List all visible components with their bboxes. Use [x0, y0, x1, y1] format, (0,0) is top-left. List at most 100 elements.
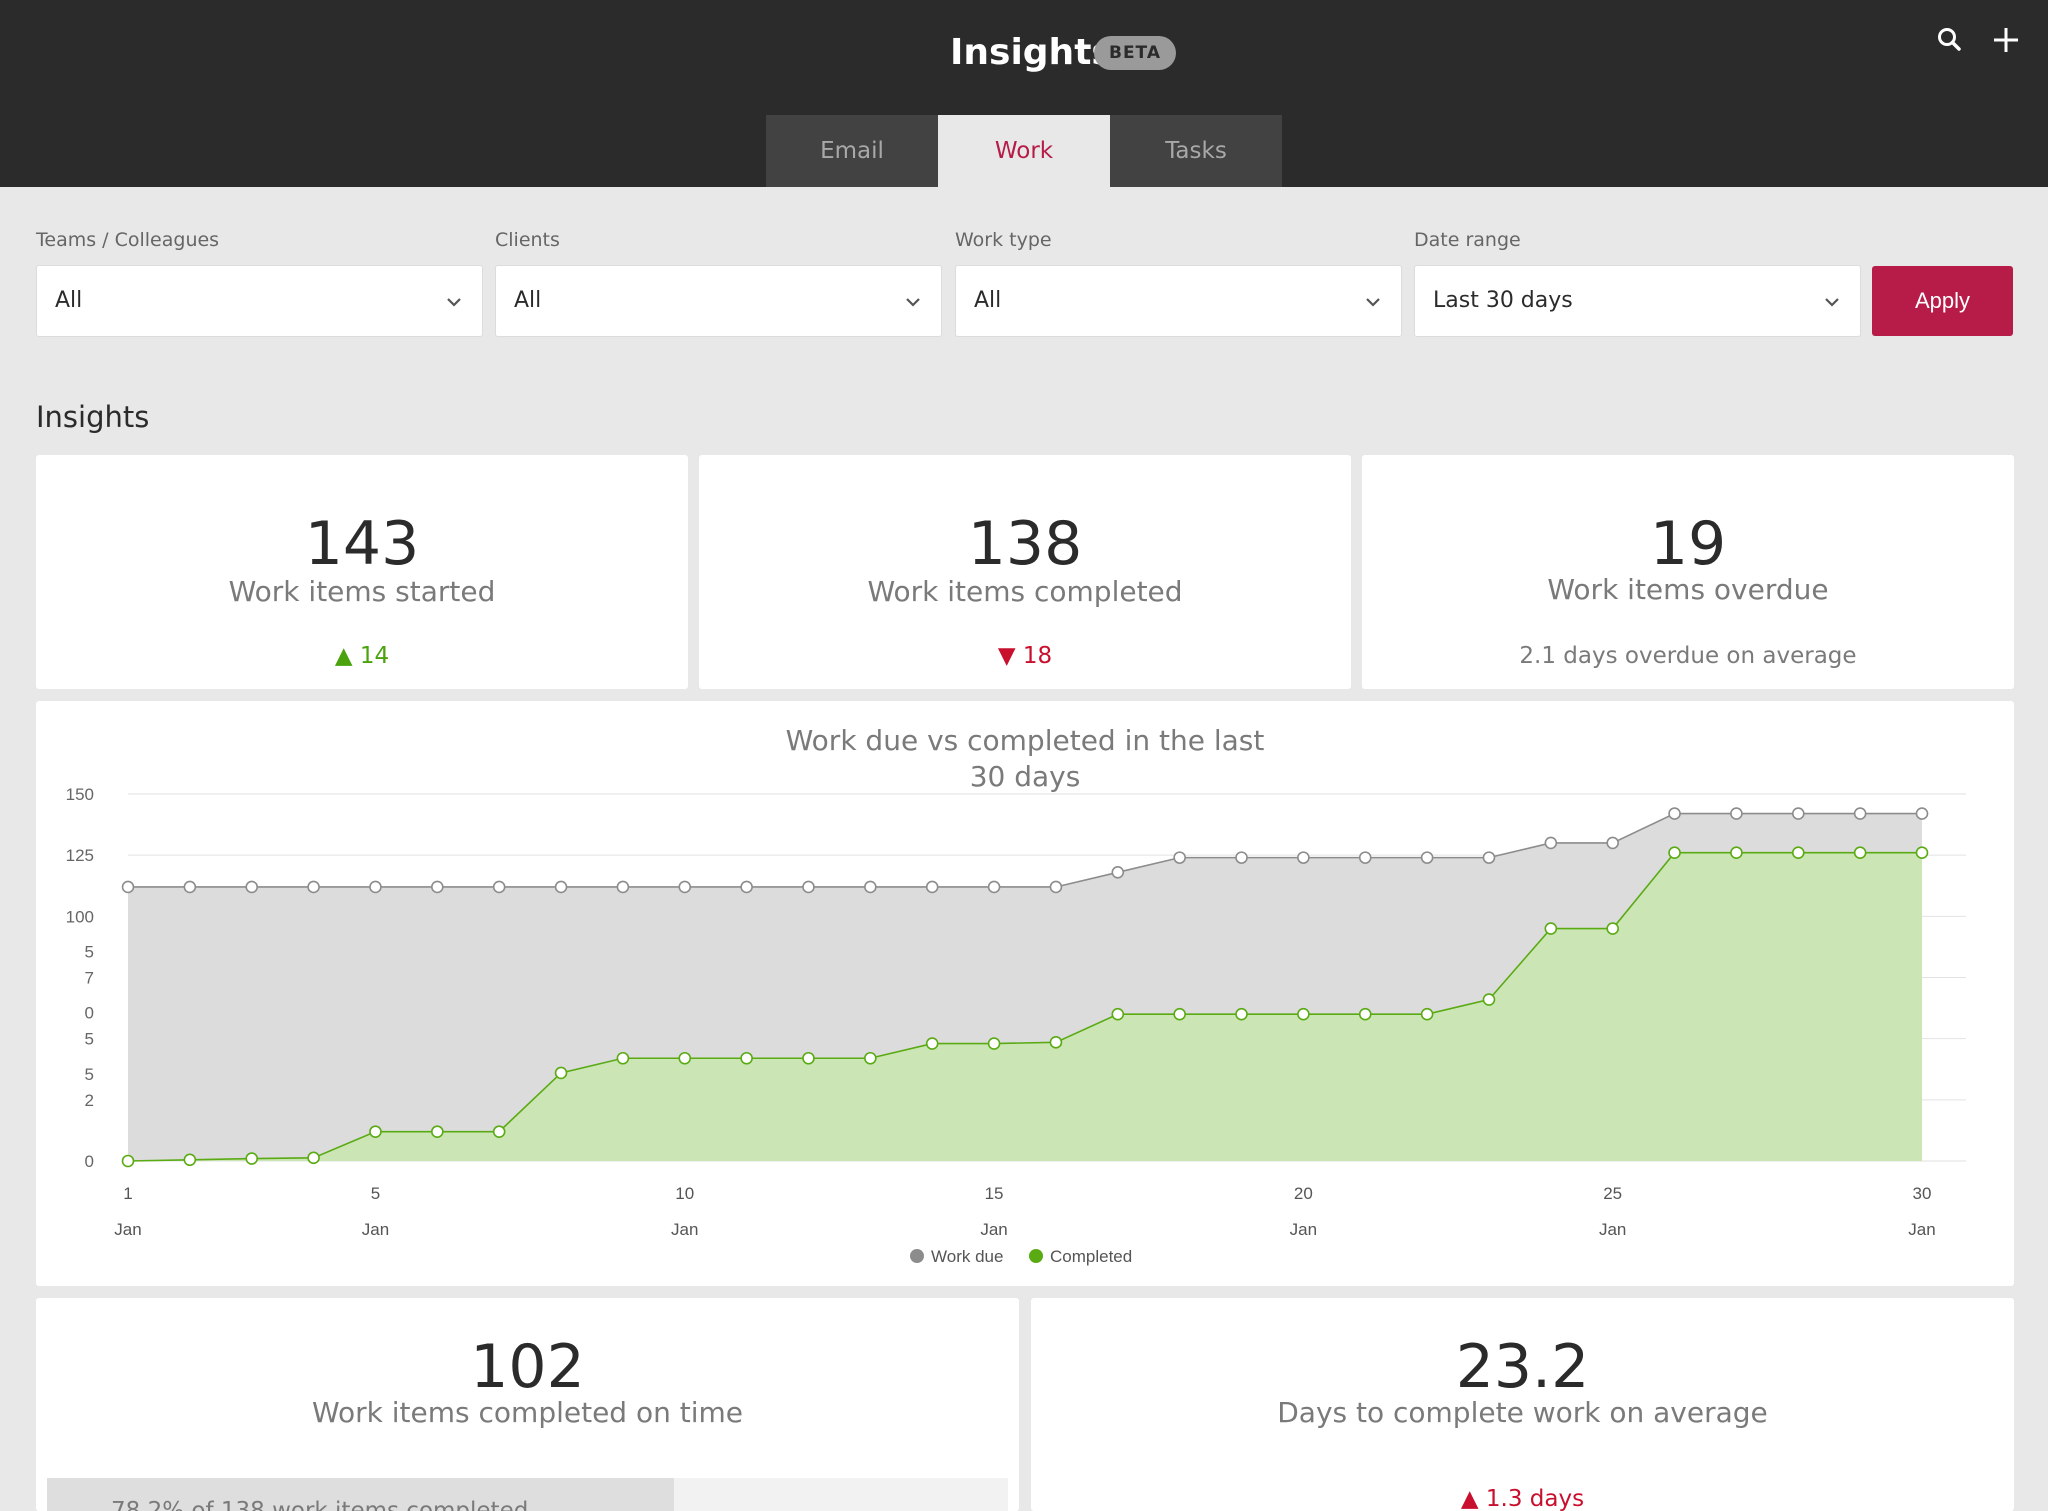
- data-point: [1482, 993, 1496, 1006]
- data-point: [1853, 846, 1867, 860]
- data-point: [678, 1051, 692, 1065]
- y-tick-label: 0: [85, 1004, 94, 1023]
- plus-icon[interactable]: [1986, 20, 2026, 60]
- data-point: [1853, 807, 1867, 820]
- data-point: [1111, 865, 1125, 879]
- data-point: [1730, 846, 1743, 860]
- stat-avg-days-label: Days to complete work on average: [1277, 1396, 1768, 1429]
- clients-select-value: All: [514, 288, 542, 313]
- data-point: [121, 880, 135, 894]
- data-point: [1173, 851, 1186, 864]
- work-type-filter-label: Work type: [955, 229, 1052, 251]
- data-point: [1791, 807, 1805, 820]
- x-tick-sublabel: Jan: [362, 1220, 389, 1239]
- series-area-completed: [128, 852, 1922, 1161]
- data-point: [245, 1152, 259, 1165]
- data-point: [1297, 1007, 1310, 1021]
- data-point: [1730, 807, 1743, 820]
- data-point: [1544, 922, 1558, 935]
- y-tick-label: 5: [85, 943, 94, 962]
- x-tick-label: 5: [371, 1184, 380, 1203]
- legend-marker: [1029, 1249, 1043, 1263]
- beta-badge: BETA: [1094, 36, 1176, 70]
- on-time-progress-fill: [47, 1478, 674, 1511]
- stat-overdue-value: 19: [1649, 509, 1727, 579]
- tab-tasks[interactable]: Tasks: [1110, 115, 1282, 187]
- data-point: [616, 880, 630, 894]
- chevron-down-icon: [906, 298, 920, 307]
- date-range-select-value: Last 30 days: [1433, 288, 1573, 313]
- work-type-select-value: All: [974, 288, 1002, 313]
- y-tick-label: 125: [66, 846, 94, 865]
- stat-started-delta-value: 14: [359, 643, 390, 669]
- data-point: [554, 1066, 568, 1080]
- triangle-up-icon: ▲: [334, 643, 353, 669]
- search-icon[interactable]: [1930, 20, 1970, 60]
- y-tick-label: 2: [85, 1091, 94, 1110]
- data-point: [1668, 846, 1681, 860]
- triangle-down-icon: ▼: [997, 643, 1016, 669]
- app-title: Insights: [950, 32, 1113, 73]
- data-point: [121, 1154, 135, 1168]
- data-point: [864, 1051, 877, 1065]
- tab-work[interactable]: Work: [938, 115, 1110, 187]
- data-point: [307, 880, 320, 894]
- data-point: [1606, 922, 1619, 935]
- data-point: [1235, 1007, 1248, 1021]
- x-tick-sublabel: Jan: [114, 1220, 141, 1239]
- data-point: [616, 1051, 630, 1065]
- x-tick-label: 10: [675, 1184, 694, 1203]
- teams-filter-label: Teams / Colleagues: [36, 229, 220, 251]
- clients-filter-label: Clients: [495, 229, 560, 251]
- data-point: [1049, 1036, 1063, 1049]
- data-point: [1915, 846, 1929, 860]
- x-tick-label: 25: [1603, 1184, 1622, 1203]
- data-point: [183, 880, 197, 894]
- data-point: [802, 1051, 815, 1065]
- date-range-filter-label: Date range: [1414, 229, 1521, 251]
- chevron-down-icon: [1366, 298, 1380, 307]
- section-title: Insights: [36, 400, 150, 434]
- tab-email[interactable]: Email: [766, 115, 938, 187]
- x-tick-sublabel: Jan: [1599, 1220, 1626, 1239]
- data-point: [307, 1151, 320, 1165]
- work-type-select[interactable]: All: [955, 265, 1402, 337]
- y-tick-label: 0: [85, 1152, 94, 1171]
- clients-select[interactable]: All: [495, 265, 942, 337]
- stat-completed-delta: ▼ 18: [699, 643, 1351, 669]
- y-tick-label: 7: [85, 969, 94, 988]
- x-tick-sublabel: Jan: [671, 1220, 698, 1239]
- stat-avg-days-delta-value: 1.3 days: [1485, 1486, 1585, 1511]
- stat-overdue-note: 2.1 days overdue on average: [1519, 643, 1857, 669]
- stat-card-overdue: 19 Work items overdue 2.1 days overdue o…: [1362, 455, 2014, 689]
- apply-button[interactable]: Apply: [1872, 266, 2013, 336]
- teams-select[interactable]: All: [36, 265, 483, 337]
- data-point: [1482, 851, 1496, 864]
- data-point: [1791, 846, 1805, 860]
- data-point: [678, 880, 692, 894]
- date-range-select[interactable]: Last 30 days: [1414, 265, 1861, 337]
- data-point: [1606, 836, 1619, 850]
- series-line-completed: [127, 851, 1922, 1162]
- data-point: [1111, 1007, 1125, 1021]
- stat-started-delta: ▲ 14: [36, 643, 688, 669]
- data-point: [1358, 851, 1372, 864]
- data-point: [925, 1037, 939, 1050]
- data-point: [245, 880, 259, 894]
- top-bar: Insights BETA Email Work Tasks: [0, 0, 2048, 187]
- legend-label: Completed: [1050, 1247, 1132, 1266]
- y-tick-label: 100: [66, 907, 94, 926]
- legend-label: Work due: [931, 1247, 1003, 1266]
- data-point: [864, 880, 877, 894]
- chevron-down-icon: [1825, 298, 1839, 307]
- data-point: [431, 1125, 444, 1138]
- data-point: [1297, 851, 1310, 864]
- chevron-down-icon: [447, 298, 461, 307]
- y-tick-label: 5: [85, 1030, 94, 1049]
- data-point: [1358, 1007, 1372, 1021]
- data-point: [554, 880, 568, 894]
- data-point: [1668, 807, 1681, 820]
- data-point: [987, 880, 1001, 894]
- data-point: [369, 880, 382, 894]
- teams-select-value: All: [55, 288, 83, 313]
